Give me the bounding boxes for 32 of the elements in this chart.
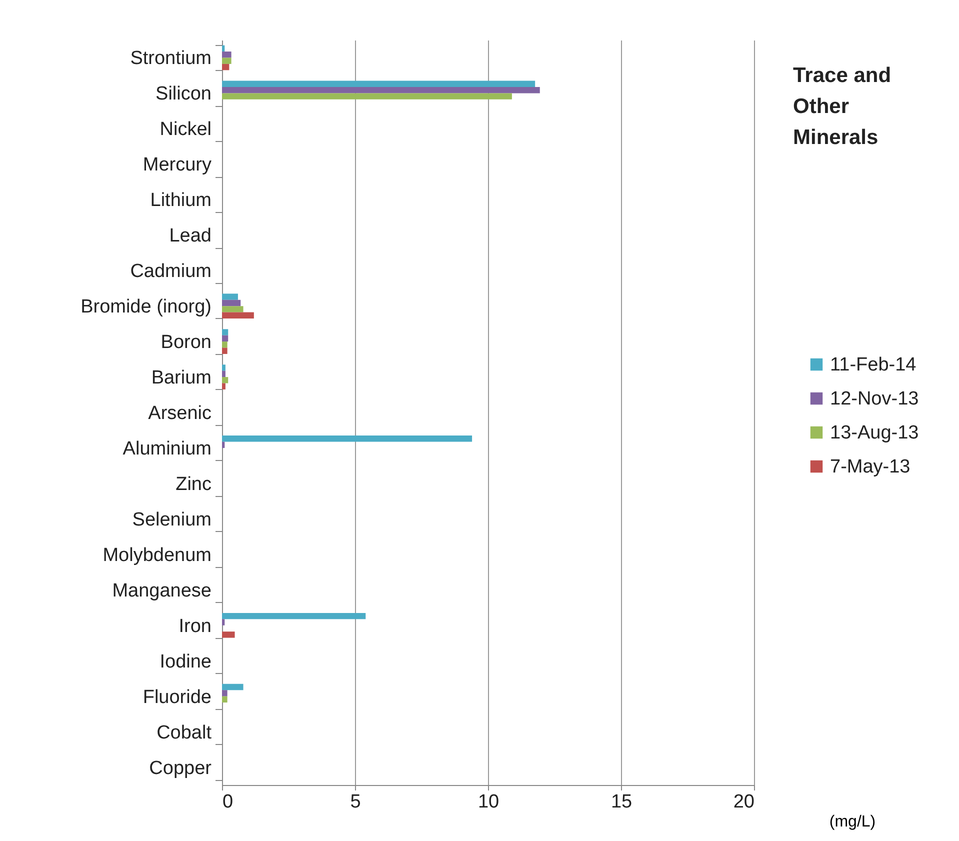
- x-tick-label: 0: [222, 792, 234, 812]
- y-tick-label: Copper: [149, 758, 212, 779]
- y-tick-label: Lead: [169, 226, 212, 247]
- x-tick-label: 5: [350, 792, 361, 812]
- legend-label: 7-May-13: [830, 456, 910, 478]
- y-tick-label: Aluminium: [122, 438, 212, 460]
- text: Trace and Other Minerals: [793, 63, 892, 151]
- y-tick-label: Fluoride: [142, 686, 212, 708]
- legend-label: 13-Aug-13: [830, 422, 919, 444]
- x-tick-label: 10: [478, 792, 500, 812]
- y-tick-label: Strontium: [130, 48, 212, 70]
- y-tick-label: Bromide (inorg): [80, 296, 212, 318]
- y-tick-label: Cadmium: [130, 261, 212, 282]
- x-axis-title: (mg/L): [829, 814, 876, 830]
- y-tick-label: Boron: [160, 332, 212, 354]
- y-tick-label: Barium: [151, 368, 212, 389]
- x-tick-label: 20: [733, 792, 754, 812]
- y-tick-label: Mercury: [142, 154, 212, 176]
- y-tick-label: Zinc: [176, 474, 212, 495]
- y-tick-label: Silicon: [156, 84, 212, 105]
- y-tick-label: Arsenic: [148, 403, 212, 424]
- y-tick-label: Selenium: [132, 509, 212, 530]
- y-tick-label: Cobalt: [156, 722, 212, 744]
- y-tick-label: Iron: [178, 616, 212, 637]
- y-tick-label: Molybdenum: [102, 544, 212, 566]
- x-tick-label: 15: [610, 792, 632, 812]
- y-tick-label: Iodine: [160, 651, 212, 672]
- y-tick-label: Nickel: [160, 119, 212, 140]
- legend-label: 12-Nov-13: [830, 388, 919, 410]
- y-tick-label: Manganese: [112, 580, 212, 602]
- y-tick-label: Lithium: [150, 190, 212, 212]
- legend-label: 11-Feb-14: [830, 354, 917, 376]
